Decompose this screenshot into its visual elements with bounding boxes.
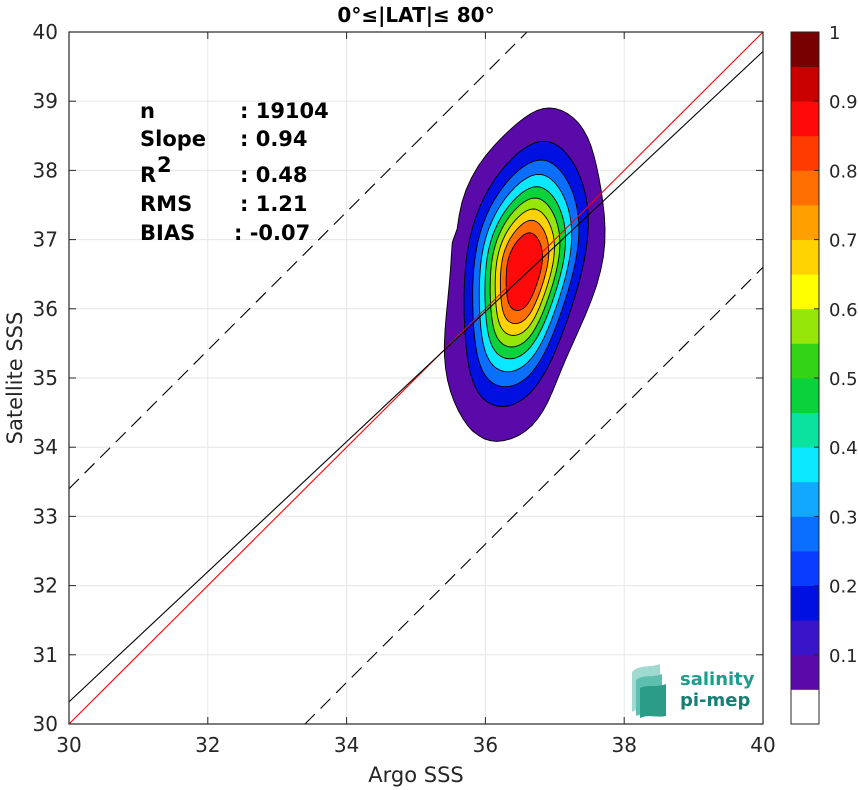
- identity-line: [68, 31, 764, 725]
- y-tick-label: 38: [33, 158, 58, 182]
- logo-line2: pi-mep: [680, 690, 750, 711]
- chart-title: 0°≤|LAT|≤ 80°: [337, 3, 494, 27]
- colorbar-swatch: [791, 551, 819, 586]
- lower-bound-line: [304, 266, 764, 725]
- y-tick-label: 35: [33, 366, 58, 390]
- y-axis-ticks: 30 31 32 33 34 35 36 37 38 39 40: [33, 20, 763, 736]
- colorbar-tick-label: 0.5: [829, 369, 858, 390]
- stat-label: R: [140, 163, 156, 187]
- x-tick-label: 32: [195, 733, 220, 757]
- colorbar-swatch: [791, 412, 819, 448]
- colorbar-swatch: [791, 170, 819, 206]
- y-tick-label: 31: [33, 643, 58, 667]
- stat-value: : 0.48: [240, 163, 308, 187]
- stat-value: : 1.21: [240, 192, 308, 216]
- y-tick-label: 39: [33, 89, 58, 113]
- colorbar-tick-label: 0.6: [829, 300, 858, 321]
- colorbar-swatch: [791, 239, 819, 275]
- y-tick-label: 34: [33, 435, 58, 459]
- colorbar-swatch: [791, 516, 819, 552]
- colorbar-swatch: [791, 308, 819, 344]
- colorbar-tick-label: 0.4: [829, 438, 858, 459]
- colorbar-swatch: [791, 620, 819, 656]
- x-tick-label: 34: [334, 733, 359, 757]
- y-tick-label: 33: [33, 504, 58, 528]
- y-axis-label: Satellite SSS: [3, 312, 27, 445]
- logo-line1: salinity: [680, 669, 755, 690]
- colorbar-swatch: [791, 66, 819, 102]
- colorbar-swatch: [791, 101, 819, 137]
- colorbar-swatch: [791, 378, 819, 413]
- colorbar-swatch: [791, 32, 819, 67]
- colorbar-swatch: [791, 135, 819, 171]
- y-tick-label: 40: [33, 20, 58, 44]
- stat-label: n: [140, 99, 155, 123]
- x-tick-label: 40: [750, 733, 775, 757]
- logo: salinity pi-mep: [632, 664, 755, 718]
- stat-value: : 19104: [240, 99, 329, 123]
- colorbar-swatch: [791, 654, 819, 690]
- colorbar-tick-label: 0.8: [829, 161, 858, 182]
- stat-value: : -0.07: [234, 221, 310, 245]
- stat-label: Slope: [140, 127, 206, 151]
- colorbar-swatch: [791, 205, 819, 240]
- colorbar-tick-label: 0.1: [829, 646, 858, 667]
- stat-value: : 0.94: [240, 127, 308, 151]
- density-contour: [505, 232, 543, 311]
- upper-bound-line: [68, 31, 528, 490]
- colorbar-swatch: [791, 585, 819, 621]
- colorbar-tick-label: 0.2: [829, 577, 858, 598]
- colorbar-tick-label: 0.7: [829, 231, 858, 252]
- colorbar-swatch: [791, 689, 819, 725]
- colorbar-tick-label: 1: [829, 23, 840, 44]
- x-axis-label: Argo SSS: [368, 763, 463, 787]
- x-tick-label: 30: [56, 733, 81, 757]
- logo-waves-icon: [632, 664, 666, 718]
- y-tick-label: 36: [33, 297, 58, 321]
- colorbar-swatch: [791, 343, 819, 379]
- colorbar-ticks: 0.1 0.2 0.3 0.4 0.5 0.6 0.7 0.8 0.9 1: [814, 23, 858, 667]
- x-tick-label: 38: [611, 733, 636, 757]
- colorbar-swatch: [791, 447, 819, 483]
- regression-line: [68, 50, 764, 703]
- x-axis-ticks: 30 32 34 36 38 40: [56, 32, 776, 757]
- y-tick-label: 37: [33, 228, 58, 252]
- colorbar: [790, 31, 820, 725]
- colorbar-swatch: [791, 274, 819, 310]
- grid: [68, 31, 764, 725]
- colorbar-swatch: [791, 481, 819, 517]
- stat-superscript: 2: [157, 153, 172, 177]
- colorbar-tick-label: 0.9: [829, 92, 858, 113]
- stats-box: n : 19104 Slope : 0.94 R 2 : 0.48 RMS : 1.21 BIAS…: [140, 99, 329, 245]
- colorbar-tick-label: 0.3: [829, 507, 858, 528]
- stat-label: BIAS: [140, 221, 195, 245]
- x-tick-label: 36: [473, 733, 498, 757]
- y-tick-label: 32: [33, 574, 58, 598]
- y-tick-label: 30: [33, 712, 58, 736]
- reference-lines: [68, 31, 764, 725]
- stat-label: RMS: [140, 192, 192, 216]
